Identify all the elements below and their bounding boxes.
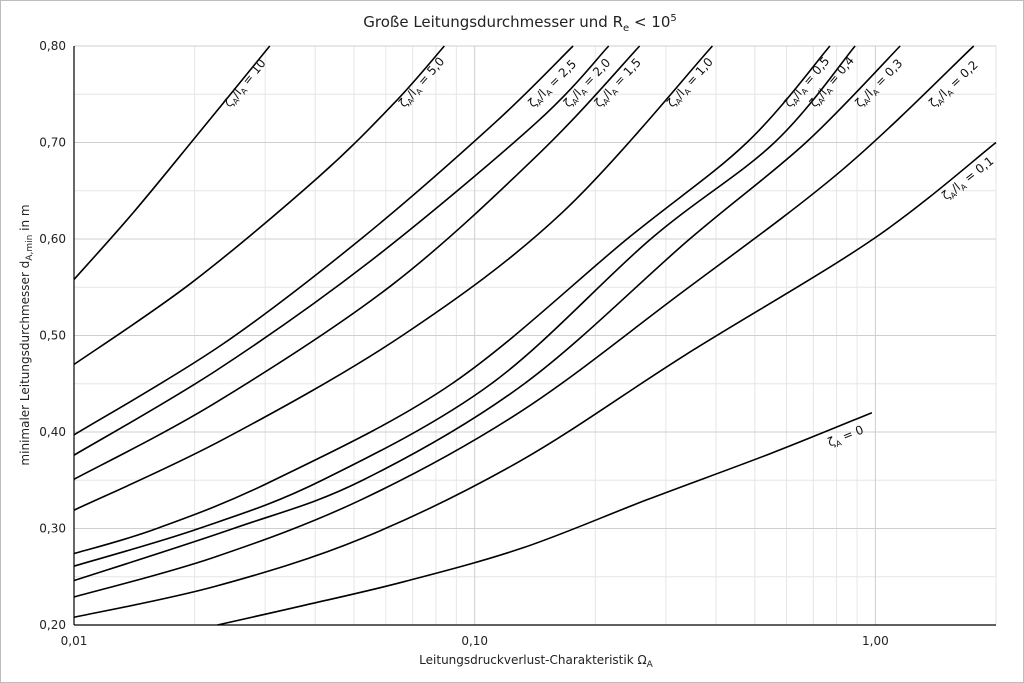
x-tick-label: 0,01: [61, 634, 88, 648]
series-line: [73, 45, 714, 511]
y-tick-label: 0,80: [39, 39, 66, 53]
title-relation: < 10: [629, 13, 670, 31]
series-line: [73, 45, 445, 366]
series-line: [73, 45, 831, 555]
x-tick-label: 1,00: [862, 634, 889, 648]
series-label: ζA/lA = 1,0: [664, 55, 717, 112]
series-label: ζA = 0: [826, 423, 867, 452]
series-label: ζA/lA = 10: [221, 56, 270, 111]
series-label: ζA/lA = 0,1: [939, 154, 997, 205]
x-tick-label: 0,10: [461, 634, 488, 648]
y-axis-label: minimaler Leitungsdurchmesser dA,min in …: [18, 204, 35, 465]
series-line: [73, 45, 901, 582]
y-tick-label: 0,40: [39, 425, 66, 439]
y-tick-label: 0,60: [39, 232, 66, 246]
y-tick-label: 0,70: [39, 136, 66, 150]
series-line: [73, 45, 975, 598]
chart-title: Große Leitungsdurchmesser und Re < 105: [363, 13, 677, 34]
series-line: [73, 45, 610, 456]
axes-layer: [73, 46, 996, 626]
series-line: [217, 411, 873, 626]
series-label: ζA/lA = 5,0: [396, 54, 449, 111]
series-label: ζA/lA = 0,3: [852, 56, 907, 111]
title-subscript: e: [623, 23, 629, 34]
y-tick-label: 0,20: [39, 618, 66, 632]
series-line: [73, 45, 856, 567]
grid-layer: [73, 45, 997, 626]
tick-labels-layer: 0,20 0,30 0,40 0,50 0,60 0,70 0,80 0,01 0,10 1,00: [39, 39, 888, 648]
series-line: [73, 45, 641, 480]
x-axis-label: Leitungsdruckverlust-Charakteristik ΩA: [419, 653, 653, 670]
x-axis-label-subscript: A: [647, 660, 654, 670]
series-line: [73, 141, 997, 619]
series-layer: [73, 45, 997, 626]
y-axis-label-unit: in m: [18, 204, 32, 234]
series-line: [73, 45, 574, 436]
y-tick-label: 0,30: [39, 522, 66, 536]
y-tick-label: 0,50: [39, 329, 66, 343]
series-line: [73, 45, 271, 281]
title-superscript: 5: [670, 13, 676, 24]
y-axis-label-subscript: A,min: [25, 235, 35, 261]
